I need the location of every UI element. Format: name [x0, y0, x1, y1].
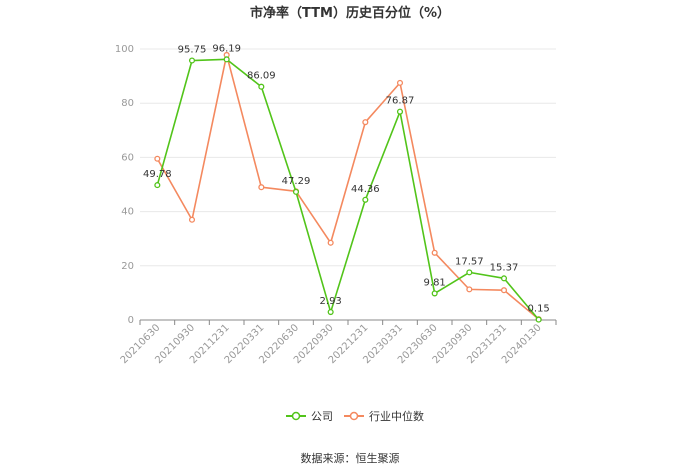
series-layer: [154, 51, 542, 323]
data-label: 47.29: [282, 176, 311, 187]
x-axis: 2021063020210930202112312022033120220630…: [119, 319, 557, 366]
data-point: [362, 119, 369, 126]
data-labels: 49.78 95.75 96.19 86.09 47.29 2.93 44.36 76.87 9…: [143, 43, 550, 314]
data-point: [188, 216, 196, 223]
data-point: [223, 56, 230, 63]
source-text: 数据来源：恒生聚源: [301, 451, 400, 465]
legend-label: 公司: [311, 410, 333, 423]
y-tick-label: 0: [128, 315, 134, 326]
data-label: 95.75: [178, 45, 207, 56]
legend-label: 行业中位数: [369, 409, 424, 423]
data-point: [258, 83, 265, 90]
data-label: 86.09: [247, 71, 276, 82]
data-label: 0.15: [528, 304, 550, 315]
data-point: [431, 290, 438, 297]
data-label: 96.19: [212, 43, 241, 54]
grid: [140, 48, 556, 267]
y-tick-label: 40: [121, 207, 134, 218]
legend-item-company[interactable]: 公司: [286, 410, 333, 423]
data-point: [396, 108, 404, 115]
y-tick-label: 20: [121, 261, 134, 272]
y-tick-label: 80: [121, 98, 134, 109]
data-point: [466, 286, 473, 293]
legend-item-industry-median[interactable]: 行业中位数: [344, 409, 424, 423]
data-label: 2.93: [320, 296, 342, 307]
data-point: [188, 57, 196, 64]
data-point: [362, 196, 369, 203]
data-point: [431, 249, 438, 256]
y-tick-label: 100: [115, 44, 134, 55]
legend-marker: [349, 411, 359, 421]
data-point: [154, 155, 161, 162]
data-point: [396, 79, 404, 86]
legend-marker: [291, 411, 301, 421]
data-label: 76.87: [386, 96, 415, 107]
data-point: [258, 184, 265, 191]
data-label: 15.37: [490, 262, 519, 273]
legend[interactable]: 公司 行业中位数: [286, 409, 424, 423]
data-point: [154, 182, 161, 189]
data-point: [327, 239, 334, 246]
chart-title: 市净率（TTM）历史百分位（%）: [250, 5, 450, 21]
data-point: [466, 269, 473, 276]
data-label: 9.81: [424, 277, 446, 288]
data-point: [500, 287, 508, 294]
data-label: 49.78: [143, 169, 172, 180]
y-tick-label: 60: [121, 152, 134, 163]
data-label: 44.36: [351, 184, 380, 195]
data-label: 17.57: [455, 256, 484, 267]
series-line-industry-median: [156, 54, 540, 320]
y-axis: 0 20 40 60 80 100: [115, 44, 134, 326]
series-line-company: [156, 58, 540, 321]
data-point: [500, 275, 508, 282]
data-point: [535, 316, 542, 323]
data-point: [327, 309, 334, 316]
data-point: [292, 188, 300, 195]
